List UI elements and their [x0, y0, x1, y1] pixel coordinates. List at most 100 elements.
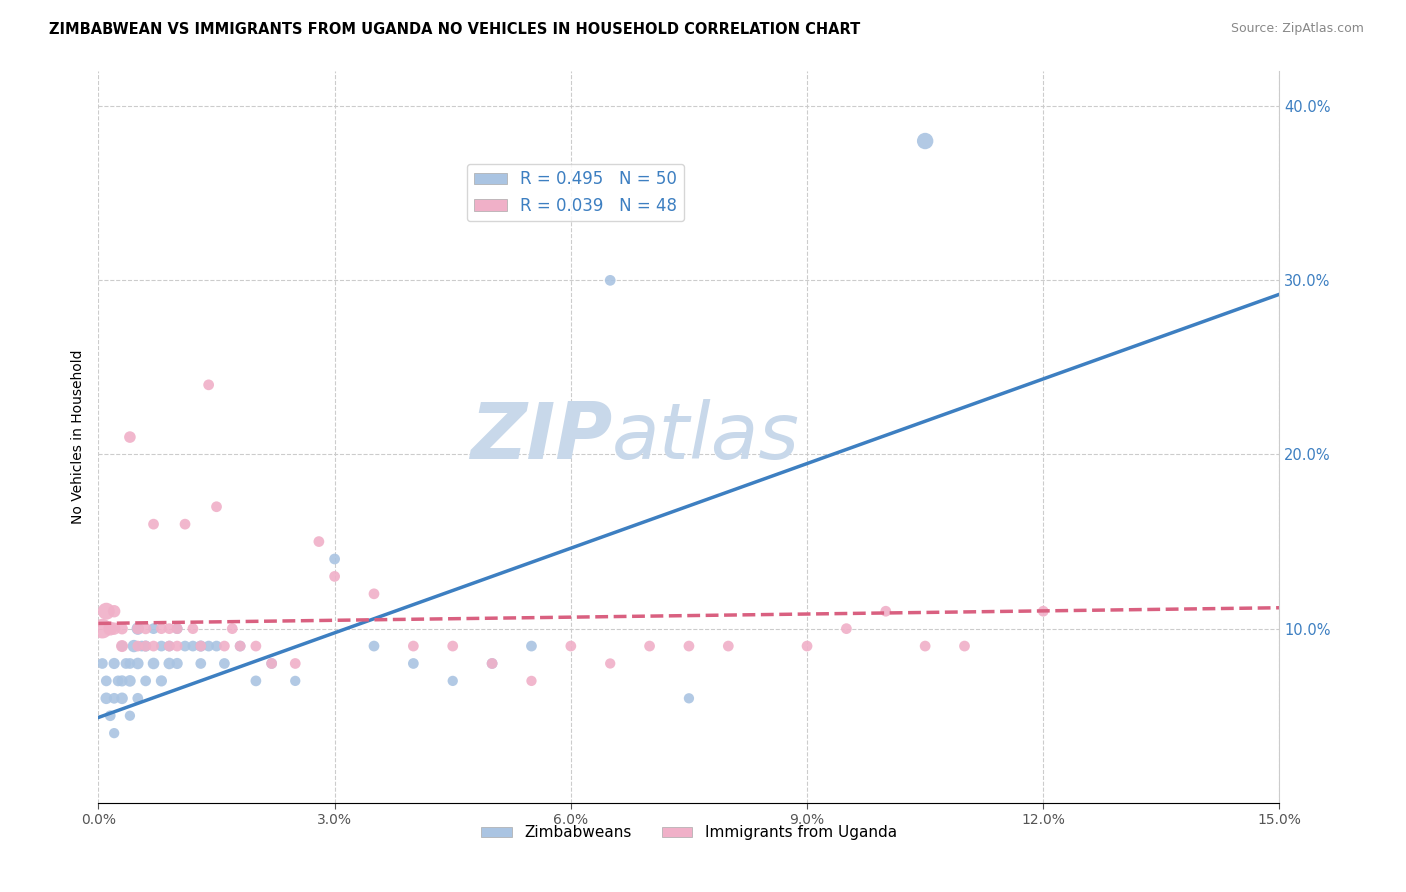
Point [103, 622, 125, 636]
Point [197, 639, 219, 653]
Point [678, 691, 700, 706]
Point [560, 639, 582, 653]
Point [520, 673, 543, 688]
Point [127, 639, 149, 653]
Point [363, 639, 385, 653]
Point [166, 657, 188, 671]
Y-axis label: No Vehicles in Household: No Vehicles in Household [70, 350, 84, 524]
Point [174, 639, 197, 653]
Point [91, 622, 114, 636]
Point [98, 708, 121, 723]
Point [166, 622, 188, 636]
Point [118, 657, 141, 671]
Point [402, 657, 425, 671]
Point [953, 639, 976, 653]
Point [181, 622, 204, 636]
Point [150, 622, 173, 636]
Text: ZIMBABWEAN VS IMMIGRANTS FROM UGANDA NO VEHICLES IN HOUSEHOLD CORRELATION CHART: ZIMBABWEAN VS IMMIGRANTS FROM UGANDA NO … [49, 22, 860, 37]
Point [150, 639, 173, 653]
Point [205, 639, 228, 653]
Point [166, 639, 188, 653]
Point [678, 639, 700, 653]
Point [599, 657, 621, 671]
Text: Source: ZipAtlas.com: Source: ZipAtlas.com [1230, 22, 1364, 36]
Point [599, 273, 621, 287]
Point [229, 639, 252, 653]
Point [363, 587, 385, 601]
Point [875, 604, 897, 618]
Point [323, 569, 346, 583]
Point [284, 673, 307, 688]
Point [98, 622, 121, 636]
Point [190, 639, 212, 653]
Point [914, 639, 936, 653]
Point [190, 657, 212, 671]
Point [245, 639, 267, 653]
Point [157, 639, 180, 653]
Point [142, 622, 165, 636]
Point [107, 673, 129, 688]
Point [914, 134, 936, 148]
Point [174, 517, 197, 532]
Point [91, 657, 114, 671]
Point [796, 639, 818, 653]
Point [118, 673, 141, 688]
Point [122, 639, 145, 653]
Point [96, 691, 118, 706]
Point [229, 639, 252, 653]
Point [135, 622, 157, 636]
Point [214, 657, 236, 671]
Point [221, 622, 243, 636]
Point [260, 657, 283, 671]
Point [111, 639, 134, 653]
Point [402, 639, 425, 653]
Point [308, 534, 330, 549]
Point [638, 639, 661, 653]
Point [96, 604, 118, 618]
Point [135, 673, 157, 688]
Point [127, 657, 149, 671]
Point [103, 657, 125, 671]
Point [142, 639, 165, 653]
Point [481, 657, 503, 671]
Point [111, 639, 134, 653]
Text: atlas: atlas [612, 399, 800, 475]
Point [441, 673, 464, 688]
Point [131, 639, 153, 653]
Point [96, 673, 118, 688]
Point [103, 726, 125, 740]
Point [717, 639, 740, 653]
Point [181, 639, 204, 653]
Point [115, 657, 138, 671]
Point [135, 639, 157, 653]
Point [111, 622, 134, 636]
Point [166, 622, 188, 636]
Point [245, 673, 267, 688]
Point [111, 691, 134, 706]
Text: ZIP: ZIP [470, 399, 612, 475]
Point [135, 639, 157, 653]
Point [323, 552, 346, 566]
Point [260, 657, 283, 671]
Legend: Zimbabweans, Immigrants from Uganda: Zimbabweans, Immigrants from Uganda [475, 819, 903, 847]
Point [157, 639, 180, 653]
Point [118, 708, 141, 723]
Point [835, 622, 858, 636]
Point [150, 673, 173, 688]
Point [520, 639, 543, 653]
Point [441, 639, 464, 653]
Point [142, 517, 165, 532]
Point [111, 673, 134, 688]
Point [103, 691, 125, 706]
Point [157, 622, 180, 636]
Point [197, 377, 219, 392]
Point [205, 500, 228, 514]
Point [1032, 604, 1054, 618]
Point [118, 430, 141, 444]
Point [127, 691, 149, 706]
Point [214, 639, 236, 653]
Point [284, 657, 307, 671]
Point [481, 657, 503, 671]
Point [127, 622, 149, 636]
Point [103, 604, 125, 618]
